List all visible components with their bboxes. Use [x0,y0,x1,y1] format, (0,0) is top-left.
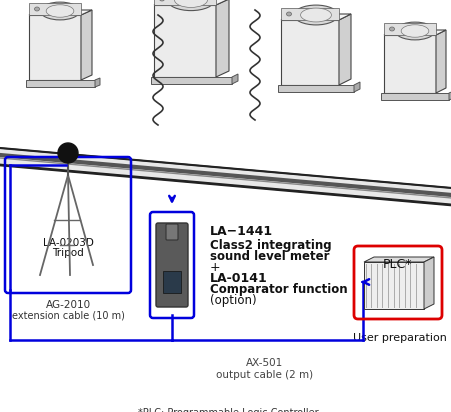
Polygon shape [448,91,451,100]
Polygon shape [423,257,433,309]
Text: LA-0141: LA-0141 [210,272,267,285]
Polygon shape [383,23,435,35]
Ellipse shape [293,5,337,25]
Polygon shape [154,0,229,5]
Polygon shape [383,30,445,35]
Ellipse shape [174,0,207,7]
Polygon shape [363,257,433,262]
Text: AG-2010: AG-2010 [46,300,90,310]
Ellipse shape [40,2,79,20]
Text: LA-0203D: LA-0203D [42,238,93,248]
Polygon shape [0,148,451,205]
Ellipse shape [167,0,214,11]
FancyBboxPatch shape [166,224,178,240]
Polygon shape [338,14,350,85]
Text: PLC*: PLC* [382,258,412,271]
Polygon shape [380,93,448,100]
Polygon shape [29,15,81,80]
Polygon shape [81,10,92,80]
Text: (option): (option) [210,294,256,307]
Polygon shape [281,8,338,20]
Text: extension cable (10 m): extension cable (10 m) [12,310,124,320]
Polygon shape [95,78,100,87]
Polygon shape [281,14,350,20]
Text: Comparator function: Comparator function [210,283,347,296]
Ellipse shape [400,25,428,37]
Ellipse shape [46,5,74,17]
Text: AX-501
output cable (2 m): AX-501 output cable (2 m) [216,358,313,379]
Polygon shape [231,74,238,84]
Text: sound level meter: sound level meter [210,250,329,263]
Text: *PLC: Programmable Logic Controller: *PLC: Programmable Logic Controller [138,408,318,412]
Polygon shape [277,85,353,92]
Ellipse shape [389,27,394,31]
Polygon shape [216,0,229,77]
Polygon shape [353,82,359,92]
Text: Tripod: Tripod [52,248,84,258]
Text: LA−1441: LA−1441 [210,225,272,238]
Polygon shape [363,262,423,309]
Ellipse shape [394,22,434,40]
Circle shape [58,143,78,163]
Ellipse shape [286,12,291,16]
Text: Class2 integrating: Class2 integrating [210,239,331,252]
Polygon shape [435,30,445,93]
Polygon shape [29,10,92,15]
FancyBboxPatch shape [156,223,188,307]
Ellipse shape [34,7,39,11]
Polygon shape [29,3,81,15]
Polygon shape [281,20,338,85]
Text: User preparation: User preparation [352,333,446,343]
Polygon shape [154,0,216,5]
Ellipse shape [159,0,164,1]
FancyBboxPatch shape [163,271,180,293]
Polygon shape [26,80,95,87]
Text: +: + [210,261,220,274]
Polygon shape [383,35,435,93]
Polygon shape [154,5,216,77]
Polygon shape [151,77,231,84]
Ellipse shape [300,8,331,22]
